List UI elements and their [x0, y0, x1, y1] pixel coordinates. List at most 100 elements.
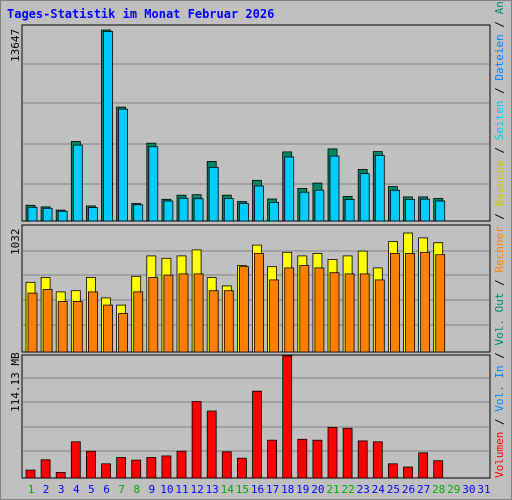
bar-requests-seiten-day-12 — [193, 198, 204, 222]
bar-visits-rechner-day-2 — [42, 289, 53, 353]
bar-requests-seiten-day-3 — [57, 210, 68, 222]
legend-item-13: / — [493, 14, 506, 34]
bar-volume-volumen-day-3 — [55, 471, 66, 479]
legend-item-8: Besuche — [493, 160, 506, 206]
x-label-day-8: 8 — [133, 483, 140, 496]
bar-visits-rechner-day-13 — [208, 290, 219, 353]
x-label-day-28: 28 — [432, 483, 445, 496]
bar-volume-volumen-day-17 — [267, 439, 278, 479]
x-label-day-15: 15 — [236, 483, 249, 496]
bar-volume-volumen-day-10 — [161, 455, 172, 479]
bar-volume-volumen-day-14 — [221, 451, 232, 479]
legend-item-5: / — [493, 273, 506, 293]
x-label-day-24: 24 — [372, 483, 386, 496]
bar-visits-rechner-day-22 — [344, 273, 355, 353]
x-label-day-29: 29 — [447, 483, 460, 496]
x-label-day-9: 9 — [148, 483, 155, 496]
x-label-day-22: 22 — [341, 483, 354, 496]
bar-volume-volumen-day-6 — [101, 463, 111, 479]
bar-requests-seiten-day-6 — [103, 30, 113, 222]
x-label-day-3: 3 — [58, 483, 65, 496]
x-label-day-1: 1 — [28, 483, 35, 496]
bar-requests-seiten-day-13 — [208, 166, 219, 222]
x-label-day-19: 19 — [296, 483, 309, 496]
bar-visits-rechner-day-1 — [27, 292, 38, 353]
bar-visits-rechner-day-23 — [359, 273, 370, 353]
bar-volume-volumen-day-26 — [403, 466, 413, 479]
bar-requests-seiten-day-17 — [269, 201, 280, 222]
bar-volume-volumen-day-28 — [433, 460, 444, 479]
bar-volume-volumen-day-7 — [116, 457, 126, 479]
legend-item-11: / — [493, 81, 506, 101]
x-label-day-2: 2 — [43, 483, 50, 496]
x-label-day-17: 17 — [266, 483, 279, 496]
bar-visits-rechner-day-9 — [148, 277, 159, 353]
bar-volume-volumen-day-13 — [206, 410, 217, 479]
bar-visits-rechner-day-25 — [389, 253, 400, 353]
x-label-day-5: 5 — [88, 483, 95, 496]
legend-item-3: / — [493, 346, 506, 366]
bar-visits-rechner-day-20 — [314, 267, 325, 353]
bar-visits-rechner-day-21 — [329, 272, 340, 353]
bar-volume-volumen-day-20 — [312, 439, 323, 479]
bar-requests-seiten-day-10 — [163, 200, 174, 222]
ymax-label-visits: 1032 — [9, 229, 22, 256]
x-label-day-21: 21 — [326, 483, 339, 496]
bar-requests-seiten-day-14 — [223, 198, 234, 222]
bar-volume-volumen-day-24 — [372, 441, 383, 479]
ymax-label-volume: 114.13 MB — [9, 352, 22, 412]
ymax-label-requests: 13647 — [9, 29, 22, 62]
bar-volume-volumen-day-12 — [191, 401, 202, 479]
bar-volume-volumen-day-22 — [342, 427, 353, 479]
x-label-day-14: 14 — [221, 483, 235, 496]
legend: Volumen / Vol. In / Vol. Out / Rechner /… — [493, 0, 506, 478]
bar-requests-seiten-day-19 — [299, 191, 310, 222]
bar-requests-seiten-day-1 — [27, 206, 38, 222]
bar-visits-rechner-day-16 — [254, 253, 264, 353]
legend-item-7: / — [493, 206, 506, 226]
bar-requests-seiten-day-7 — [118, 108, 128, 222]
x-label-day-6: 6 — [103, 483, 110, 496]
bar-requests-seiten-day-21 — [329, 155, 340, 222]
x-axis-labels: 1 2 3 4 5 6 7 8 9 10 11 12 13 14 15 16 17 18 19 20 21 22 23 24 2… — [28, 483, 491, 496]
bar-visits-rechner-day-7 — [118, 313, 128, 353]
bar-requests-seiten-day-5 — [88, 207, 98, 222]
x-label-day-4: 4 — [73, 483, 80, 496]
bar-requests-seiten-day-4 — [72, 144, 83, 222]
bars — [25, 29, 446, 479]
bar-volume-volumen-day-5 — [86, 450, 96, 479]
bar-requests-seiten-day-18 — [284, 156, 295, 222]
bar-visits-rechner-day-3 — [57, 301, 68, 353]
bar-volume-volumen-day-23 — [357, 440, 368, 479]
bar-visits-rechner-day-15 — [238, 266, 249, 353]
x-label-day-12: 12 — [190, 483, 203, 496]
bar-requests-seiten-day-25 — [389, 189, 400, 222]
x-label-day-10: 10 — [160, 483, 173, 496]
bar-volume-volumen-day-4 — [70, 441, 81, 479]
bar-requests-seiten-day-24 — [374, 155, 385, 222]
x-label-day-20: 20 — [311, 483, 324, 496]
bar-volume-volumen-day-9 — [146, 457, 157, 479]
bar-volume-volumen-day-1 — [25, 469, 36, 479]
bar-visits-rechner-day-28 — [435, 254, 446, 353]
x-label-day-11: 11 — [175, 483, 188, 496]
bar-requests-seiten-day-20 — [314, 189, 325, 222]
bar-visits-rechner-day-19 — [299, 265, 310, 353]
x-label-day-31: 31 — [477, 483, 490, 496]
bar-volume-volumen-day-2 — [40, 459, 51, 479]
bar-visits-rechner-day-17 — [269, 279, 280, 353]
bar-volume-volumen-day-15 — [236, 457, 247, 479]
bar-volume-volumen-day-18 — [282, 355, 293, 479]
legend-item-1: / — [493, 412, 506, 432]
bar-requests-seiten-day-11 — [178, 197, 189, 222]
legend-item-12: Dateien — [493, 34, 506, 80]
bar-requests-seiten-day-26 — [405, 198, 415, 222]
panel-volume: 114.13 MB — [9, 352, 491, 479]
x-label-day-30: 30 — [462, 483, 475, 496]
bar-visits-rechner-day-18 — [284, 267, 295, 353]
x-label-day-26: 26 — [402, 483, 415, 496]
bar-requests-seiten-day-2 — [42, 207, 53, 222]
bar-volume-volumen-day-21 — [327, 427, 338, 479]
legend-item-9: / — [493, 140, 506, 160]
